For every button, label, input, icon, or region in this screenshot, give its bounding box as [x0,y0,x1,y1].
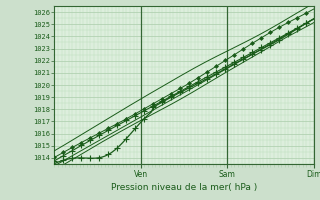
X-axis label: Pression niveau de la mer( hPa ): Pression niveau de la mer( hPa ) [111,183,257,192]
